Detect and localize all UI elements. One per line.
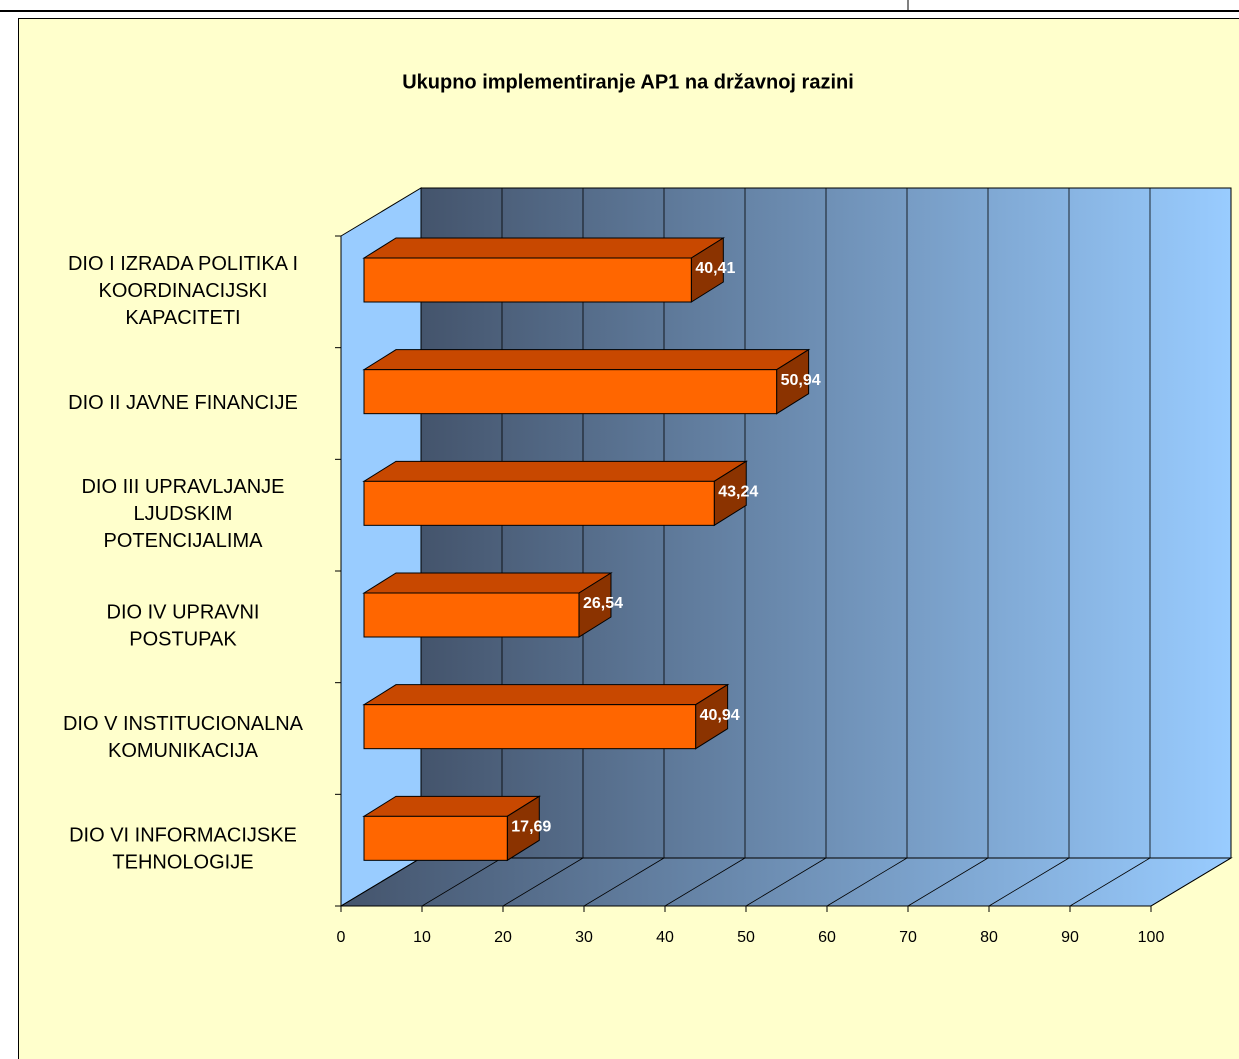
bar bbox=[363, 704, 697, 750]
grid-line bbox=[1150, 857, 1232, 907]
x-tick-label: 100 bbox=[1138, 929, 1165, 946]
grid-line bbox=[907, 857, 989, 907]
x-tick-label: 0 bbox=[337, 929, 346, 946]
bar bbox=[363, 592, 580, 638]
grid-line bbox=[988, 857, 1070, 907]
x-tick-label: 50 bbox=[737, 929, 755, 946]
bar bbox=[363, 480, 715, 526]
bar-top bbox=[362, 684, 730, 706]
x-tick-label: 30 bbox=[575, 929, 593, 946]
y-tick-label: DIO IV UPRAVNI POSTUPAK bbox=[107, 602, 260, 651]
data-label: 17,69 bbox=[511, 819, 551, 836]
y-tick-label: DIO I IZRADA POLITIKA I KOORDINACIJSKI KAP… bbox=[68, 253, 298, 329]
grid-line bbox=[745, 857, 827, 907]
bar bbox=[363, 815, 508, 861]
bar-top bbox=[362, 572, 613, 594]
x-tick-label: 10 bbox=[413, 929, 431, 946]
y-tick-label: DIO V INSTITUCIONALNA KOMUNIKACIJA bbox=[63, 713, 304, 762]
x-tick-label: 60 bbox=[818, 929, 836, 946]
data-label: 40,41 bbox=[695, 260, 735, 277]
x-tick-label: 90 bbox=[1061, 929, 1079, 946]
grid-line bbox=[502, 857, 584, 907]
grid-line bbox=[340, 857, 422, 907]
data-label: 43,24 bbox=[718, 484, 758, 501]
grid-line bbox=[583, 857, 665, 907]
data-label: 26,54 bbox=[583, 595, 623, 612]
y-tick-label: DIO III UPRAVLJANJE LJUDSKIM POTENCIJALIMA bbox=[81, 476, 284, 552]
y-tick-label: DIO II JAVNE FINANCIJE bbox=[68, 392, 298, 414]
grid-line bbox=[664, 857, 746, 907]
data-label: 40,94 bbox=[700, 707, 740, 724]
bar bbox=[363, 257, 692, 303]
data-label: 50,94 bbox=[781, 372, 821, 389]
grid-line bbox=[826, 857, 908, 907]
bar-top bbox=[362, 460, 748, 482]
chart-title: Ukupno implementiranje AP1 na državnoj r… bbox=[402, 71, 854, 93]
grid-line bbox=[421, 857, 503, 907]
bar bbox=[363, 369, 778, 415]
x-tick-label: 20 bbox=[494, 929, 512, 946]
bar-top bbox=[362, 237, 726, 259]
y-tick-label: DIO VI INFORMACIJSKE TEHNOLOGIJE bbox=[69, 825, 297, 874]
bar-top bbox=[362, 349, 811, 371]
x-tick-label: 70 bbox=[899, 929, 917, 946]
grid-line bbox=[1069, 857, 1151, 907]
plot: 0 10 20 30 40 50 60 70 80 90 100 DIO I IZRADA POLIT… bbox=[63, 187, 1233, 946]
x-tick-label: 80 bbox=[980, 929, 998, 946]
x-tick-label: 40 bbox=[656, 929, 674, 946]
